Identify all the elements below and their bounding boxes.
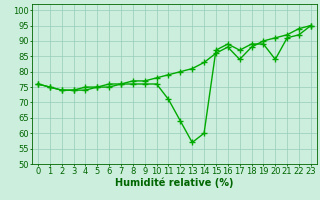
X-axis label: Humidité relative (%): Humidité relative (%) <box>115 177 234 188</box>
